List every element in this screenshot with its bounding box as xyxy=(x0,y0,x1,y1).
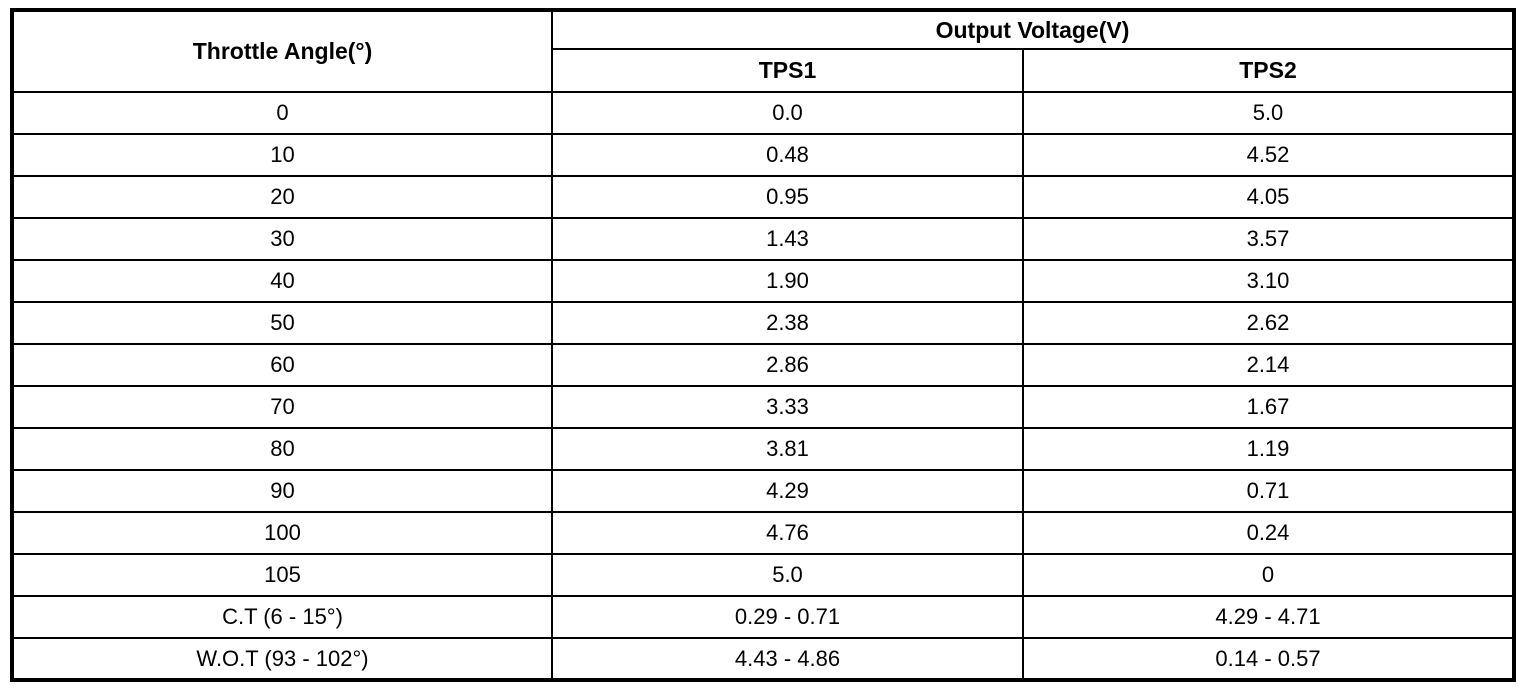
cell-tps2: 5.0 xyxy=(1022,91,1515,135)
cell-tps2: 4.05 xyxy=(1022,175,1515,219)
table-row: 60 2.86 2.14 xyxy=(11,343,1515,387)
cell-angle: 10 xyxy=(11,133,553,177)
cell-tps1: 2.86 xyxy=(551,343,1024,387)
tps-voltage-table-container: Throttle Angle(°) Output Voltage(V) TPS1… xyxy=(10,8,1516,682)
cell-tps2: 4.29 - 4.71 xyxy=(1022,595,1515,639)
header-output-voltage: Output Voltage(V) xyxy=(551,9,1515,50)
cell-angle: 60 xyxy=(11,343,553,387)
cell-angle: 100 xyxy=(11,511,553,555)
cell-tps2: 0 xyxy=(1022,553,1515,597)
cell-angle: 40 xyxy=(11,259,553,303)
cell-tps1: 4.29 xyxy=(551,469,1024,513)
cell-angle: 50 xyxy=(11,301,553,345)
table-row: 10 0.48 4.52 xyxy=(11,133,1515,177)
table-row: 105 5.0 0 xyxy=(11,553,1515,597)
cell-tps1: 4.43 - 4.86 xyxy=(551,637,1024,681)
cell-angle: 30 xyxy=(11,217,553,261)
cell-angle: 80 xyxy=(11,427,553,471)
table-row: 40 1.90 3.10 xyxy=(11,259,1515,303)
header-row-top: Throttle Angle(°) Output Voltage(V) xyxy=(11,9,1515,93)
cell-tps1: 3.33 xyxy=(551,385,1024,429)
cell-tps2: 3.57 xyxy=(1022,217,1515,261)
cell-tps1: 4.76 xyxy=(551,511,1024,555)
header-tps1: TPS1 xyxy=(551,48,1024,93)
cell-tps2: 1.67 xyxy=(1022,385,1515,429)
cell-tps1: 1.43 xyxy=(551,217,1024,261)
cell-angle: 20 xyxy=(11,175,553,219)
cell-angle: 105 xyxy=(11,553,553,597)
cell-tps1: 0.48 xyxy=(551,133,1024,177)
cell-tps2: 2.14 xyxy=(1022,343,1515,387)
cell-tps2: 4.52 xyxy=(1022,133,1515,177)
header-row-sub: TPS1 TPS2 xyxy=(12,48,1515,93)
table-row: 80 3.81 1.19 xyxy=(11,427,1515,471)
table-row: 0 0.0 5.0 xyxy=(11,91,1515,135)
table-row: 30 1.43 3.57 xyxy=(11,217,1515,261)
header-throttle-angle: Throttle Angle(°) xyxy=(11,9,553,93)
cell-angle: W.O.T (93 - 102°) xyxy=(11,637,553,681)
table-row: 20 0.95 4.05 xyxy=(11,175,1515,219)
cell-tps2: 0.71 xyxy=(1022,469,1515,513)
cell-tps2: 1.19 xyxy=(1022,427,1515,471)
table-header: Throttle Angle(°) Output Voltage(V) TPS1… xyxy=(11,9,1515,93)
cell-tps1: 0.0 xyxy=(551,91,1024,135)
table-row: 90 4.29 0.71 xyxy=(11,469,1515,513)
cell-tps1: 2.38 xyxy=(551,301,1024,345)
cell-tps2: 0.24 xyxy=(1022,511,1515,555)
cell-tps1: 1.90 xyxy=(551,259,1024,303)
cell-tps2: 2.62 xyxy=(1022,301,1515,345)
cell-tps2: 0.14 - 0.57 xyxy=(1022,637,1515,681)
table-row: C.T (6 - 15°) 0.29 - 0.71 4.29 - 4.71 xyxy=(11,595,1515,639)
table-row: 50 2.38 2.62 xyxy=(11,301,1515,345)
table-body: 0 0.0 5.0 10 0.48 4.52 20 0.95 4.05 30 1… xyxy=(11,91,1515,681)
table-row: 70 3.33 1.67 xyxy=(11,385,1515,429)
cell-tps1: 0.29 - 0.71 xyxy=(551,595,1024,639)
header-tps2: TPS2 xyxy=(1022,48,1515,93)
cell-tps1: 3.81 xyxy=(551,427,1024,471)
cell-angle: C.T (6 - 15°) xyxy=(11,595,553,639)
cell-angle: 0 xyxy=(11,91,553,135)
cell-tps2: 3.10 xyxy=(1022,259,1515,303)
table-row: W.O.T (93 - 102°) 4.43 - 4.86 0.14 - 0.5… xyxy=(11,637,1515,681)
cell-tps1: 5.0 xyxy=(551,553,1024,597)
cell-angle: 90 xyxy=(11,469,553,513)
cell-tps1: 0.95 xyxy=(551,175,1024,219)
cell-angle: 70 xyxy=(11,385,553,429)
table-row: 100 4.76 0.24 xyxy=(11,511,1515,555)
tps-voltage-table: Throttle Angle(°) Output Voltage(V) TPS1… xyxy=(10,8,1516,682)
